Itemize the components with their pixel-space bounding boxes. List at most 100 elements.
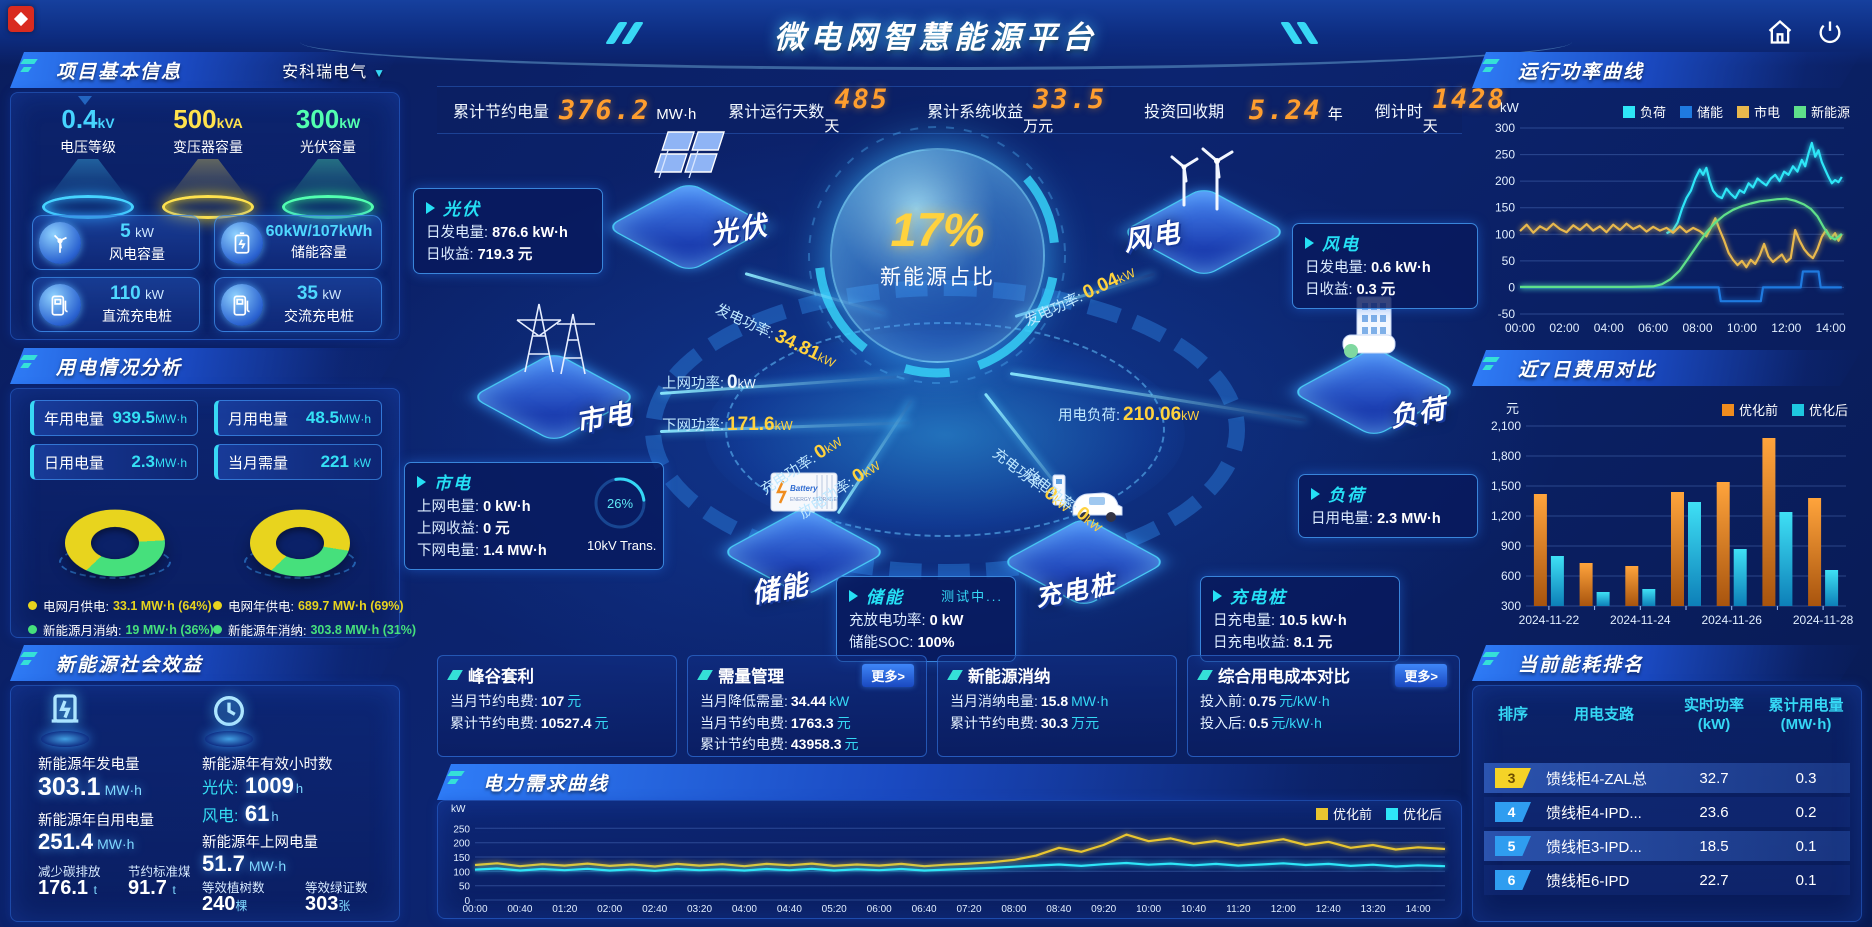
panel-corner-icon	[22, 59, 42, 79]
gen-label: 新能源年发电量	[38, 757, 140, 773]
svg-text:03:20: 03:20	[687, 904, 712, 915]
svg-text:00:00: 00:00	[462, 904, 487, 915]
svg-text:00:40: 00:40	[507, 904, 532, 915]
svg-text:10:40: 10:40	[1181, 904, 1206, 915]
stat-saved-energy: 累计节约电量 376.2 MW·h	[453, 94, 697, 126]
donut-legend-month: 电网月供电: 33.1 MW·h (64%) 新能源月消纳: 19 MW·h (36%…	[28, 596, 214, 644]
svg-text:07:20: 07:20	[956, 904, 981, 915]
gauge-label: 10kV Trans.	[587, 538, 657, 553]
more-button[interactable]: 更多>	[862, 663, 914, 687]
svg-text:200: 200	[453, 839, 470, 850]
svg-text:02:00: 02:00	[597, 904, 622, 915]
svg-text:02:40: 02:40	[642, 904, 667, 915]
power-icon[interactable]	[1816, 18, 1844, 46]
svg-text:200: 200	[1495, 174, 1515, 188]
flow-grid-down: 下网功率: 171.6kW	[662, 414, 793, 435]
summary-row: 投入前: 0.75 元/kW·h	[1200, 693, 1330, 709]
legend-item[interactable]: 优化后	[1791, 400, 1848, 419]
stat-payback-period: 投资回收期 5.24 年	[1144, 94, 1343, 126]
svg-text:900: 900	[1501, 539, 1521, 553]
panel-corner-icon	[697, 670, 713, 680]
svg-text:150: 150	[453, 853, 470, 864]
demand-chart: 250 200 150 100 50 000:00 00:40 01:20 02:00 02:40…	[453, 824, 1446, 915]
summary-row: 累计节约电费: 10527.4 元	[450, 714, 609, 731]
arrow-icon	[426, 201, 435, 214]
legend-item[interactable]: 优化前	[1721, 400, 1778, 419]
donut-legend-item: 新能源月消纳: 19 MW·h (36%)	[28, 620, 214, 639]
tree-value: 240棵	[202, 893, 248, 915]
cert-label: 等效绿证数	[305, 881, 368, 895]
svg-text:10:00: 10:00	[1136, 904, 1161, 915]
building-icon	[1342, 296, 1396, 358]
panel-demand-curve: 电力需求曲线 kW 优化前 优化后 250 200 150 100 50 0 00:00 00:…	[437, 764, 1462, 919]
wind-turbine-3d-icon	[1170, 147, 1234, 211]
ranking-row[interactable]: 3 馈线柜4-ZAL总 32.7 0.3	[1484, 763, 1850, 793]
card-row: 上网电量: 0 kW·h	[417, 499, 531, 515]
svg-text:150: 150	[1495, 201, 1515, 215]
renewable-absorb-title: 新能源消纳	[947, 663, 1164, 687]
svg-text:12:00: 12:00	[1771, 321, 1801, 335]
donut-year	[240, 483, 360, 593]
peak-valley-title: 峰谷套利	[447, 663, 664, 687]
center-segment-ring	[808, 126, 1066, 384]
home-icon[interactable]	[1766, 18, 1794, 46]
card-row: 日充电量: 10.5 kW·h	[1213, 613, 1347, 629]
capacity-dc-charger: 110 kW 直流充电桩	[32, 277, 200, 332]
svg-text:04:00: 04:00	[1594, 321, 1624, 335]
panel-social-body	[10, 685, 400, 922]
pedestal-transformer: 500kVA 变压器容量	[148, 104, 268, 221]
panel-corner-icon	[22, 355, 42, 375]
svg-text:12:40: 12:40	[1316, 904, 1341, 915]
svg-text:05:20: 05:20	[822, 904, 847, 915]
card-grid-title: 市电	[417, 469, 651, 494]
capacity-storage: 60kW/107kWh 储能容量	[214, 215, 382, 270]
stat-run-days: 累计运行天数 485天	[728, 84, 890, 135]
ranking-row[interactable]: 5 馈线柜3-IPD... 18.5 0.1	[1484, 831, 1850, 861]
ranking-table-rows: 3 馈线柜4-ZAL总 32.7 0.3 4 馈线柜4-IPD... 23.6 …	[1484, 763, 1850, 899]
summary-row: 当月节约电费: 107 元	[450, 693, 582, 709]
wind-hours: 风电: 61 h	[202, 801, 279, 826]
panel-project-info: 项目基本信息 安科瑞电气 ▼ 0.4kV 电压等级 500kVA 变压器容量 30…	[10, 52, 400, 340]
legend-item[interactable]: 新能源	[1793, 102, 1850, 121]
svg-text:100: 100	[453, 867, 470, 878]
svg-text:2,100: 2,100	[1491, 419, 1521, 433]
feed-in-value: 51.7 MW·h	[202, 851, 287, 876]
legend-item[interactable]: 优化前	[1315, 804, 1372, 823]
ranking-row[interactable]: 6 馈线柜6-IPD 22.7 0.1	[1484, 865, 1850, 895]
hours-label: 新能源年有效小时数	[202, 757, 333, 773]
panel-title: 当前能耗排名	[1518, 654, 1645, 676]
stat-countdown: 倒计时 1428天	[1374, 84, 1506, 135]
flow-load-power: 用电负荷: 210.06kW	[1058, 404, 1200, 425]
y-axis-unit: kW	[451, 804, 466, 815]
card-wind: 风电 日发电量: 0.6 kW·h 日收益: 0.3 元	[1292, 223, 1478, 309]
legend-item[interactable]: 优化后	[1385, 804, 1442, 823]
company-dropdown[interactable]: 安科瑞电气 ▼	[282, 64, 386, 81]
ranking-row[interactable]: 4 馈线柜4-IPD... 23.6 0.2	[1484, 797, 1850, 827]
summary-row: 投入后: 0.5 元/kW·h	[1200, 714, 1322, 731]
legend-item[interactable]: 市电	[1736, 102, 1780, 121]
y-axis-unit: kW	[1500, 100, 1519, 115]
renewable-percent-label: 新能源占比	[880, 266, 995, 289]
legend-item[interactable]: 储能	[1679, 102, 1723, 121]
panel-demand-mgmt: 需量管理 更多> 当月降低需量: 34.44 kW 当月节约电费: 1763.3 元累计节约…	[687, 655, 927, 757]
core-sphere: 17% 新能源占比	[830, 148, 1045, 363]
svg-text:06:00: 06:00	[1638, 321, 1668, 335]
legend-item[interactable]: 负荷	[1622, 102, 1666, 121]
renewable-percent: 17%	[890, 203, 985, 256]
panel-title: 近7日费用对比	[1518, 359, 1657, 381]
svg-text:100: 100	[1495, 227, 1515, 241]
rank-badge: 6	[1495, 870, 1531, 890]
power-curve-legend: 负荷 储能 市电 新能源	[1622, 102, 1850, 121]
panel-title: 新能源社会效益	[56, 654, 204, 676]
svg-text:300: 300	[1501, 599, 1521, 613]
svg-text:1,500: 1,500	[1491, 479, 1521, 493]
svg-text:08:00: 08:00	[1682, 321, 1712, 335]
capacity-wind: 5 kW 风电容量	[32, 215, 200, 270]
ev-car-icon	[1052, 474, 1123, 522]
more-button[interactable]: 更多>	[1395, 663, 1447, 687]
node-wind: 风电	[1115, 135, 1295, 285]
rank-badge: 4	[1495, 802, 1531, 822]
panel-social-header: 新能源社会效益	[10, 645, 400, 681]
